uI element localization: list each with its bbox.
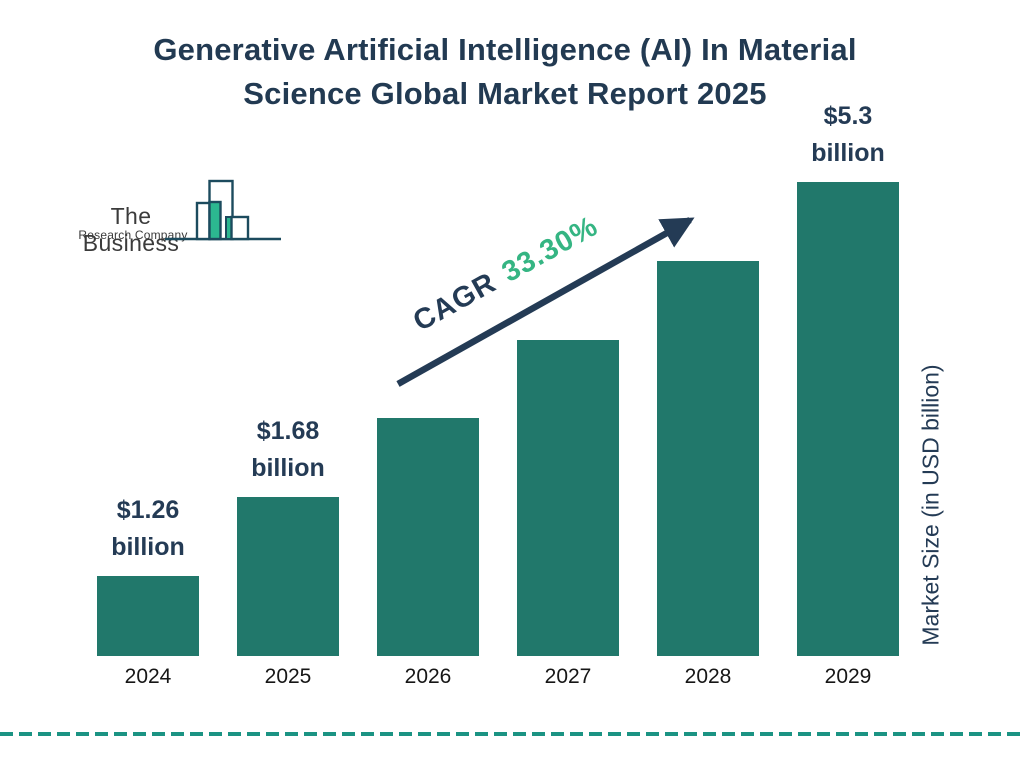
value-amount: $1.26 — [116, 496, 180, 524]
market-size-axis-label: Market Size (in USD billion) — [917, 364, 944, 646]
bar-2024 — [97, 576, 199, 656]
value-label-2029: $5.3 billion — [768, 98, 928, 172]
value-unit: billion — [811, 139, 885, 167]
value-amount: $5.3 — [823, 102, 873, 130]
x-axis-label-2024: 2024 — [124, 665, 172, 688]
page-title-line1: Generative Artificial Intelligence (AI) … — [153, 32, 857, 67]
bar-2029 — [797, 182, 899, 656]
bar-2026 — [377, 418, 479, 656]
bar-2028 — [657, 261, 759, 656]
bar-2025 — [237, 497, 339, 656]
bottom-dashed-divider — [0, 732, 1024, 736]
page-title: Generative Artificial Intelligence (AI) … — [0, 28, 1010, 116]
value-unit: billion — [111, 533, 185, 561]
logo-company-name: The Business — [82, 203, 180, 256]
value-label-2024: $1.26 billion — [68, 492, 228, 566]
logo-company-subname: Research Company — [78, 228, 188, 242]
value-unit: billion — [251, 454, 325, 482]
page-title-line2: Science Global Market Report 2025 — [243, 76, 767, 111]
logo-bar-chart-icon — [165, 179, 281, 241]
value-label-2025: $1.68 billion — [208, 413, 368, 487]
x-axis-label-2025: 2025 — [264, 665, 312, 688]
value-amount: $1.68 — [256, 417, 320, 445]
x-axis-label-2028: 2028 — [684, 665, 732, 688]
bar-2027 — [517, 340, 619, 656]
company-logo: The Business Research Company — [64, 176, 289, 256]
x-axis-label-2026: 2026 — [404, 665, 452, 688]
cagr-trend-arrow-icon — [396, 217, 695, 387]
x-axis-label-2029: 2029 — [824, 665, 872, 688]
x-axis-label-2027: 2027 — [544, 665, 592, 688]
